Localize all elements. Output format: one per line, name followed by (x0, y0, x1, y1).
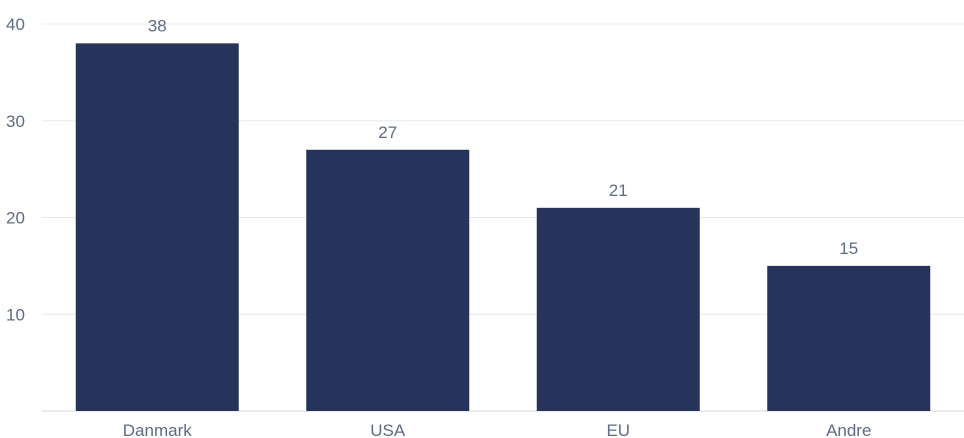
value-label-danmark: 38 (148, 16, 167, 35)
bar-andre[interactable] (767, 265, 931, 411)
value-label-eu: 21 (609, 181, 628, 200)
value-labels: 38 27 21 15 (148, 16, 858, 258)
bars (75, 43, 931, 411)
y-tick-label: 30 (6, 112, 25, 131)
x-category-label-andre: Andre (826, 421, 871, 438)
value-label-andre: 15 (839, 239, 858, 258)
x-category-label-usa: USA (370, 421, 406, 438)
y-tick-label: 20 (6, 209, 25, 228)
y-axis-ticks: 10 20 30 40 (6, 15, 25, 324)
bar-eu[interactable] (536, 207, 700, 411)
bar-usa[interactable] (306, 149, 470, 411)
y-tick-label: 10 (6, 305, 25, 324)
x-axis-categories: Danmark USA EU Andre (123, 421, 872, 438)
y-tick-label: 40 (6, 15, 25, 34)
bar-danmark[interactable] (75, 43, 239, 411)
x-category-label-eu: EU (606, 421, 630, 438)
value-label-usa: 27 (378, 123, 397, 142)
x-category-label-danmark: Danmark (123, 421, 192, 438)
